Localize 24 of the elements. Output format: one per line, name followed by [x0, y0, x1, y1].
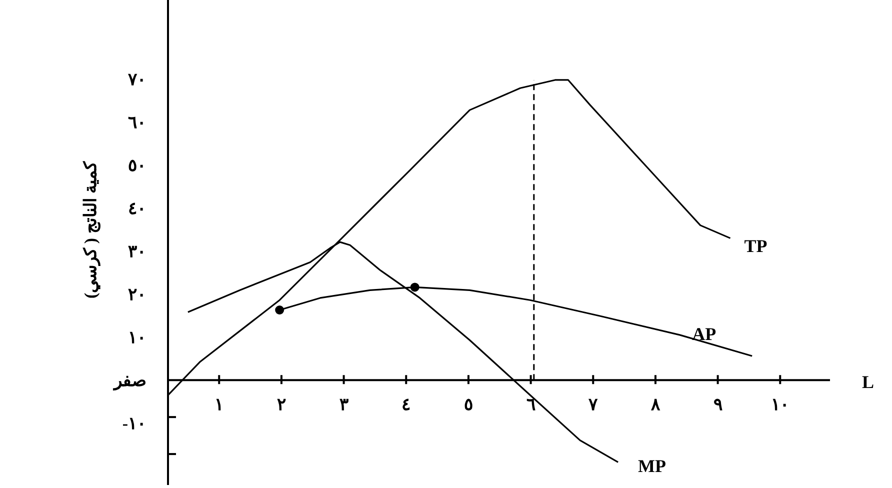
x-tick-label: ٦	[526, 395, 536, 414]
y-tick-label: ٥٠	[128, 156, 146, 176]
y-tick-label: ٧٠	[127, 70, 146, 90]
series-label: MP	[638, 456, 666, 476]
x-tick-label: ٤	[402, 395, 411, 414]
x-tick-label: ١	[214, 395, 224, 414]
y-tick-label: ٦٠	[128, 113, 146, 132]
x-tick-label: ٥	[464, 395, 473, 414]
y-tick-label: ٤٠	[128, 199, 146, 218]
y-tick-label: صفر	[112, 371, 146, 392]
x-tick-label: ٧	[588, 395, 599, 414]
x-tick-label: ٨	[650, 395, 661, 414]
y-tick-label: -١٠	[122, 414, 146, 434]
y-tick-label: ١٠	[128, 328, 146, 348]
series-label: TP	[744, 236, 768, 256]
y-tick-label: ٢٠	[128, 285, 146, 304]
x-tick-label: ٩	[713, 395, 722, 414]
x-tick-label: ٢	[276, 395, 286, 414]
y-tick-label: ٣٠	[128, 242, 146, 262]
series-label: AP	[692, 324, 716, 344]
y-axis-title: كمية الناتج ( كرسي)	[81, 160, 101, 299]
x-axis-title: L	[862, 372, 874, 392]
x-tick-label: ٣	[339, 395, 348, 414]
x-tick-label: ١٠	[771, 395, 790, 414]
